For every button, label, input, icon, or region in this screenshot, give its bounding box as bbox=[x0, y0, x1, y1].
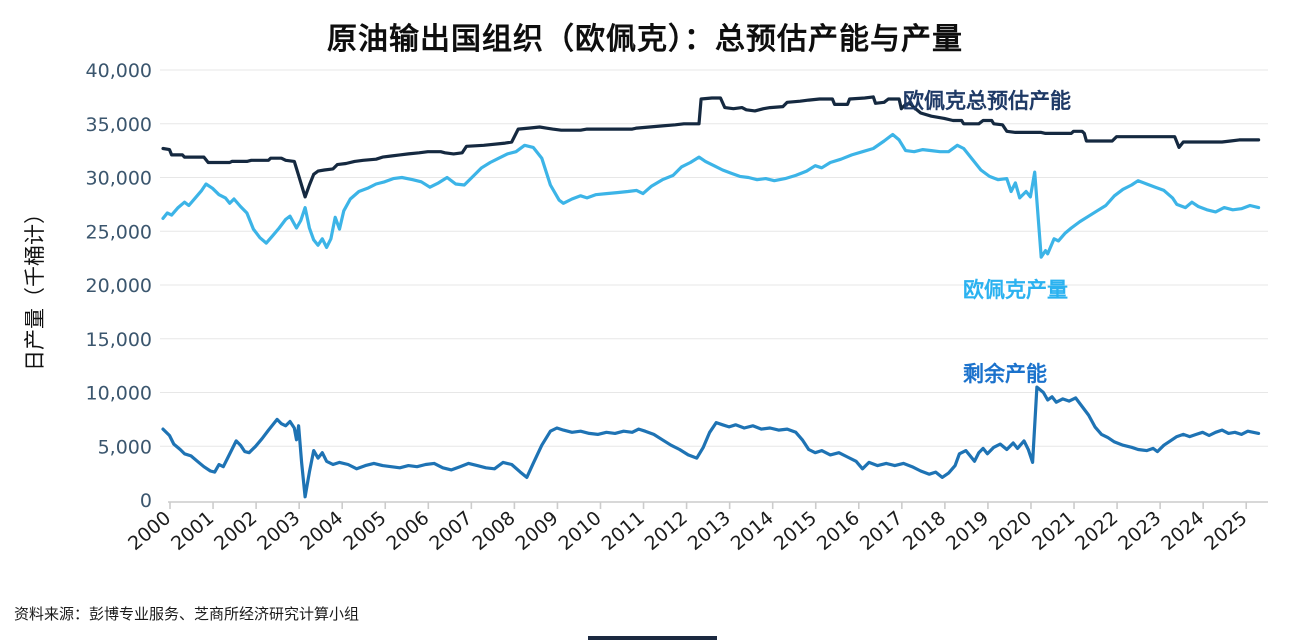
x-tick-label: 2025 bbox=[1200, 507, 1251, 555]
y-tick-label: 30,000 bbox=[86, 168, 152, 190]
x-axis bbox=[168, 501, 1268, 509]
y-axis-title-text: 日产量（千桶计） bbox=[23, 203, 47, 371]
x-tick-label: 2014 bbox=[727, 507, 778, 555]
bottom-crop-bar bbox=[588, 636, 717, 640]
gridlines bbox=[160, 69, 1268, 447]
x-tick-label: 2009 bbox=[511, 507, 562, 555]
source-attribution: 资料来源：彭博专业服务、芝商所经济研究计算小组 bbox=[14, 605, 360, 623]
y-tick-label: 5,000 bbox=[98, 436, 152, 458]
series-label-capacity: 欧佩克总预估产能 bbox=[903, 89, 1071, 113]
series-label-spare: 剩余产能 bbox=[963, 362, 1047, 386]
page-title: 原油输出国组织（欧佩克）：总预估产能与产量 bbox=[327, 22, 963, 57]
y-tick-label: 0 bbox=[140, 490, 152, 512]
x-tick-labels: 2000200120022003200420052006200720082009… bbox=[124, 507, 1251, 555]
x-tick-label: 2006 bbox=[382, 507, 433, 555]
x-tick-label: 2015 bbox=[770, 507, 821, 555]
x-tick-label: 2005 bbox=[339, 507, 390, 555]
y-tick-label: 20,000 bbox=[86, 275, 152, 297]
x-tick-label: 2010 bbox=[555, 507, 606, 555]
x-tick-label: 2003 bbox=[253, 507, 304, 555]
x-tick-label: 2004 bbox=[296, 507, 347, 555]
x-tick-label: 2024 bbox=[1157, 507, 1208, 555]
x-tick-label: 2000 bbox=[124, 507, 175, 555]
x-tick-label: 2008 bbox=[468, 507, 519, 555]
y-tick-label: 35,000 bbox=[86, 114, 152, 136]
y-tick-label: 10,000 bbox=[86, 383, 152, 405]
series-line-spare bbox=[161, 385, 1261, 499]
y-tick-label: 15,000 bbox=[86, 329, 152, 351]
x-tick-label: 2016 bbox=[813, 507, 864, 555]
x-tick-label: 2018 bbox=[899, 507, 950, 555]
y-tick-labels: 0 5,000 10,000 15,000 20,000 25,000 30,000 35,0… bbox=[86, 60, 152, 512]
x-tick-label: 2013 bbox=[684, 507, 735, 555]
x-tick-label: 2011 bbox=[598, 507, 649, 555]
x-tick-label: 2002 bbox=[210, 507, 261, 555]
x-tick-label: 2020 bbox=[985, 507, 1036, 555]
x-tick-label: 2007 bbox=[425, 507, 476, 555]
x-tick-label: 2017 bbox=[856, 507, 907, 555]
series-label-production: 欧佩克产量 bbox=[963, 278, 1068, 302]
x-tick-label: 2012 bbox=[641, 507, 692, 555]
x-tick-label: 2001 bbox=[167, 507, 218, 555]
x-tick-label: 2021 bbox=[1028, 507, 1079, 555]
x-tick-label: 2019 bbox=[942, 507, 993, 555]
series-line-capacity bbox=[161, 95, 1261, 199]
y-tick-label: 25,000 bbox=[86, 221, 152, 243]
series-line-production bbox=[161, 132, 1261, 259]
x-tick-label: 2023 bbox=[1114, 507, 1165, 555]
y-tick-label: 40,000 bbox=[86, 60, 152, 82]
x-tick-label: 2022 bbox=[1071, 507, 1122, 555]
